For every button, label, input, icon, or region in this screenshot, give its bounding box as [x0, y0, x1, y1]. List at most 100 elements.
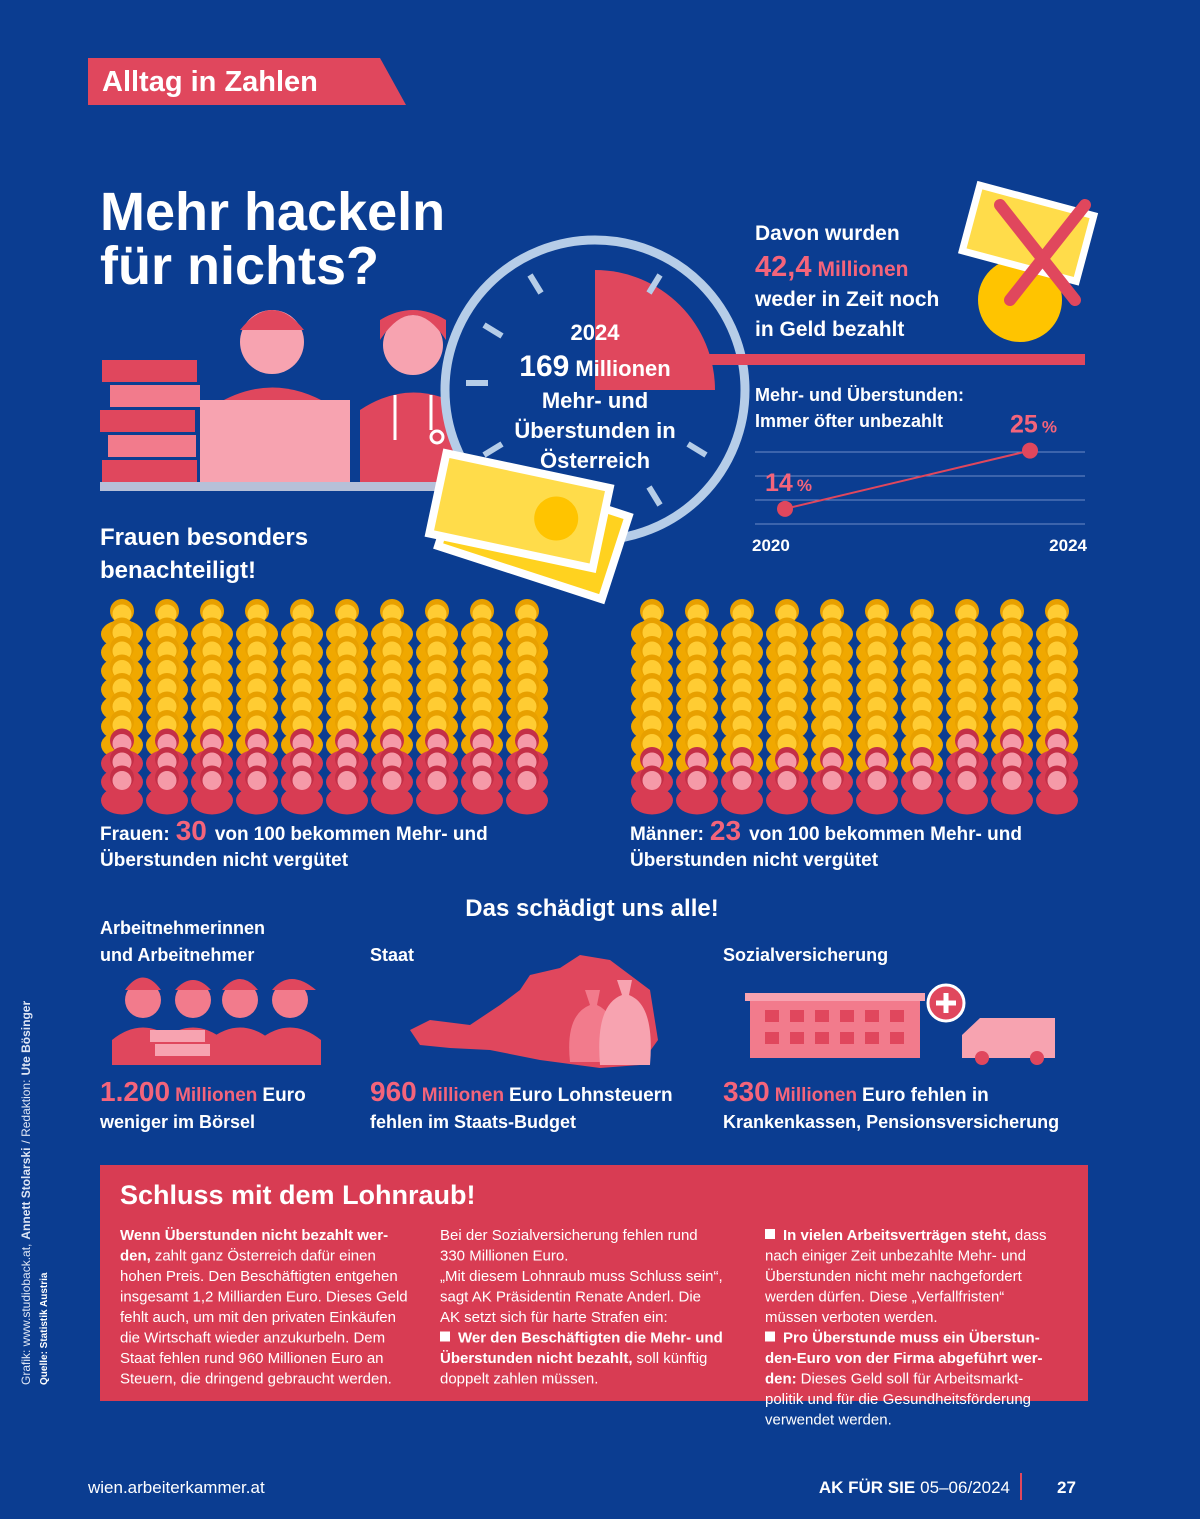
person-body — [901, 786, 943, 815]
callout-line: sagt AK Präsidentin Renate Anderl. Die — [440, 1289, 701, 1306]
body-text: politik und für die Gesundheitsförderung — [765, 1391, 1031, 1408]
person-face — [957, 771, 977, 790]
damage-heading: Arbeitnehmerinnen — [100, 918, 265, 938]
person-face — [777, 771, 797, 790]
callout-line: Wenn Überstunden nicht bezahlt wer- — [120, 1227, 388, 1244]
callout-line: die Wirtschaft wieder anzukurbeln. Dem — [120, 1330, 385, 1347]
damage-text: Euro — [262, 1085, 305, 1106]
gender-stat: Frauen: 30 von 100 bekommen Mehr- und — [100, 815, 488, 846]
value-unit: % — [1042, 418, 1057, 437]
clock-amount: 169 — [519, 350, 569, 383]
callout-line: den, zahlt ganz Österreich dafür einen — [120, 1247, 376, 1265]
value-number: 14 — [765, 469, 793, 497]
gender-value: 30 — [176, 815, 207, 846]
person-icon — [1036, 765, 1078, 815]
callout-line: Wer den Beschäftigten die Mehr- und — [458, 1330, 723, 1347]
callout-line: Steuern, die dringend gebraucht werden. — [120, 1371, 392, 1388]
person-body — [991, 786, 1033, 815]
person-body — [191, 786, 233, 815]
callout-line: insgesamt 1,2 Milliarden Euro. Dieses Ge… — [120, 1289, 408, 1306]
person-icon — [946, 765, 988, 815]
clock-amount-line: 169 Millionen — [519, 350, 670, 383]
data-point — [1022, 442, 1038, 459]
person-icon — [991, 765, 1033, 815]
main-title: Mehr hackeln — [100, 182, 445, 242]
callout-line: nach einiger Zeit unbezahlte Mehr- und — [765, 1248, 1026, 1265]
footer-issue-line: AK FÜR SIE 05–06/2024 — [819, 1478, 1010, 1497]
bold-text: Pro Überstunde muss ein Überstun- — [783, 1330, 1040, 1347]
body-text: Bei der Sozialversicherung fehlen rund — [440, 1227, 698, 1244]
credit-run: Grafik: www.studioback.at, — [19, 1244, 33, 1385]
callout-line: politik und für die Gesundheitsförderung — [765, 1391, 1031, 1408]
body-text: nach einiger Zeit unbezahlte Mehr- und — [765, 1248, 1026, 1265]
person-body — [856, 786, 898, 815]
callout-line: 330 Millionen Euro. — [440, 1248, 568, 1265]
person-body — [676, 786, 718, 815]
money-illustration — [424, 180, 1099, 605]
person-body — [326, 786, 368, 815]
person-icon — [856, 765, 898, 815]
damage-amount: 960 — [370, 1076, 417, 1107]
damage-amount: 1.200 — [100, 1076, 170, 1107]
person-face — [157, 771, 177, 790]
person-icon — [506, 765, 548, 815]
person-face — [247, 771, 267, 790]
damage-text: Euro Lohnsteuern — [509, 1085, 673, 1106]
body-text: fehlt auch, um mit den privaten Einkäufe… — [120, 1309, 396, 1326]
body-text: Dieses Geld soll für Arbeitsmarkt- — [801, 1371, 1024, 1388]
person-body — [506, 786, 548, 815]
damage-amount-line: 330 Millionen Euro fehlen in — [723, 1076, 989, 1107]
footer-magazine: AK FÜR SIE — [819, 1478, 915, 1497]
social-insurance-icon — [745, 983, 1055, 1065]
gender-stat: Männer: 23 von 100 bekommen Mehr- und — [630, 815, 1022, 846]
austria-icon — [410, 955, 658, 1068]
damage-text: fehlen im Staats-Budget — [370, 1112, 576, 1132]
chart-title: Mehr- und Überstunden: — [755, 385, 964, 405]
person-face — [472, 771, 492, 790]
person-icon — [281, 765, 323, 815]
person-face — [382, 771, 402, 790]
line-chart: Mehr- und Überstunden: Immer öfter unbeza… — [752, 385, 1088, 555]
bold-text: Wer den Beschäftigten die Mehr- und — [458, 1330, 723, 1347]
person-face — [427, 771, 447, 790]
value-label: 25% — [1010, 411, 1057, 439]
person-body — [101, 786, 143, 815]
callout-line: hohen Preis. Den Beschäftigten entgehen — [120, 1268, 398, 1285]
footer-page: 27 — [1057, 1478, 1076, 1497]
gender-section: Frauen: 30 von 100 bekommen Mehr- undÜberstu… — [100, 599, 1078, 871]
body-text: die Wirtschaft wieder anzukurbeln. Dem — [120, 1330, 385, 1347]
person-body — [766, 786, 808, 815]
person-body — [281, 786, 323, 815]
gender-of: von — [215, 824, 249, 845]
person-face — [912, 771, 932, 790]
person-face — [202, 771, 222, 790]
gender-title: Frauen besonders — [100, 524, 308, 551]
callout-text: Wenn Überstunden nicht bezahlt wer-den, z… — [120, 1227, 1047, 1429]
footer-issue: 05–06/2024 — [920, 1478, 1010, 1497]
damage-heading: Staat — [370, 945, 414, 965]
body-text: AK setzt sich für harte Strafen ein: — [440, 1309, 668, 1326]
unpaid-text: in Geld bezahlt — [755, 318, 904, 341]
person-body — [236, 786, 278, 815]
body-text: insgesamt 1,2 Milliarden Euro. Dieses Ge… — [120, 1289, 408, 1306]
body-text: müssen verboten werden. — [765, 1309, 938, 1326]
bold-text: den: — [765, 1371, 797, 1388]
body-text: doppelt zahlen müssen. — [440, 1371, 598, 1388]
value-unit: % — [797, 476, 812, 495]
person-face — [732, 771, 752, 790]
person-icon — [191, 765, 233, 815]
callout-line: müssen verboten werden. — [765, 1309, 938, 1326]
credit-run: Ute Bösinger — [19, 1001, 33, 1076]
data-line — [784, 449, 1031, 510]
person-face — [112, 771, 132, 790]
person-icon — [236, 765, 278, 815]
damage-text: weniger im Börsel — [99, 1112, 255, 1132]
body-text: Überstunden nicht mehr nachgefordert — [765, 1267, 1023, 1285]
body-text: hohen Preis. Den Beschäftigten entgehen — [120, 1268, 398, 1285]
person-icon — [101, 765, 143, 815]
callout-line: In vielen Arbeitsverträgen steht, dass — [783, 1227, 1047, 1244]
person-icon — [371, 765, 413, 815]
callout-line: Pro Überstunde muss ein Überstun- — [783, 1330, 1040, 1347]
body-text: „Mit diesem Lohnraub muss Schluss sein“, — [440, 1268, 723, 1285]
callout-title: Schluss mit dem Lohnraub! — [120, 1180, 476, 1210]
